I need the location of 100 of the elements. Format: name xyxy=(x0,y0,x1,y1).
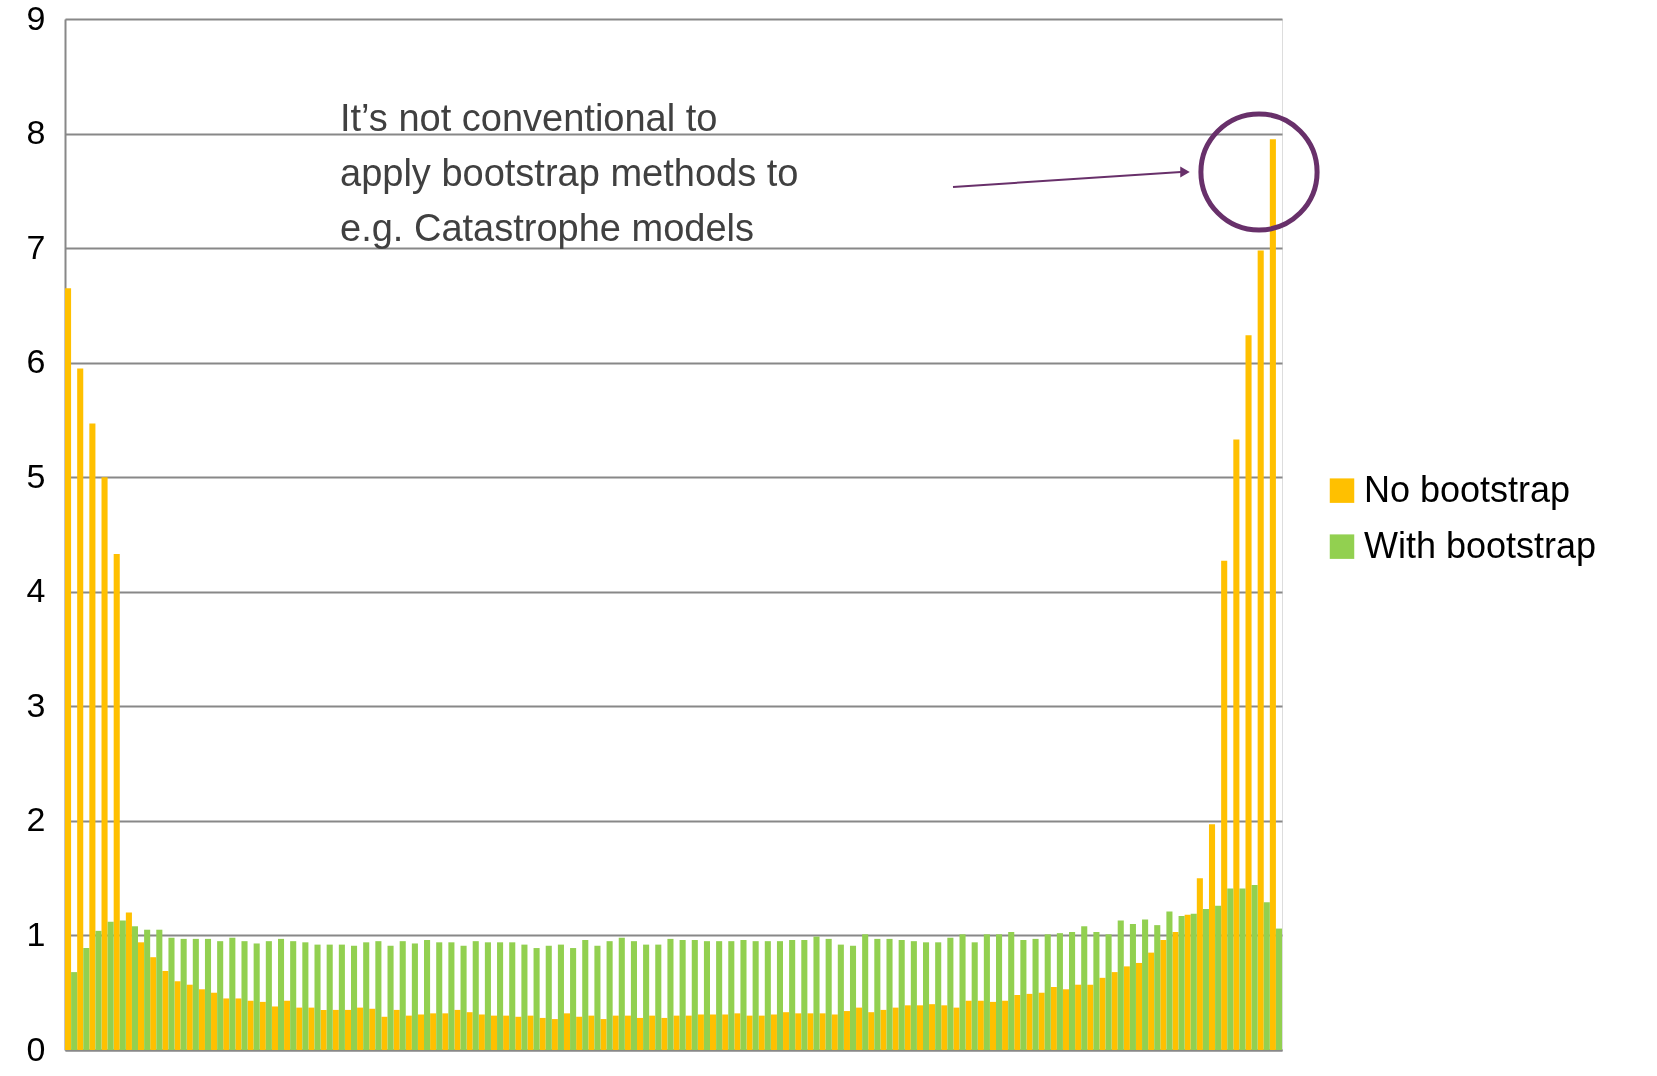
bar xyxy=(454,1009,461,1050)
bar xyxy=(527,1015,534,1050)
bar xyxy=(1221,560,1228,1050)
y-tick-label: 6 xyxy=(26,342,46,381)
bar xyxy=(752,941,759,1050)
bar xyxy=(533,948,540,1050)
bar xyxy=(101,477,108,1050)
bar xyxy=(466,1012,473,1050)
bar xyxy=(977,1000,984,1050)
bar xyxy=(1129,923,1136,1050)
bar xyxy=(77,368,84,1050)
bar xyxy=(107,921,114,1050)
bar xyxy=(843,1011,850,1050)
bar xyxy=(211,992,218,1050)
bar xyxy=(271,1006,278,1050)
bar xyxy=(570,948,577,1050)
bar xyxy=(1123,966,1130,1050)
bar xyxy=(1044,934,1051,1050)
bar xyxy=(856,1007,863,1050)
bar xyxy=(1069,932,1076,1050)
bar xyxy=(71,972,78,1050)
bar xyxy=(971,942,978,1050)
bar xyxy=(411,943,418,1050)
bar xyxy=(1062,989,1070,1050)
bar xyxy=(795,1013,802,1050)
bar xyxy=(1014,995,1021,1050)
bar xyxy=(290,941,297,1050)
bar xyxy=(265,941,272,1050)
bar xyxy=(941,1005,948,1050)
bar xyxy=(381,1016,388,1050)
bar xyxy=(326,944,333,1050)
bar xyxy=(697,1014,704,1050)
bar xyxy=(746,1015,753,1050)
bar xyxy=(351,945,358,1050)
bar xyxy=(935,942,942,1050)
bar xyxy=(776,941,784,1050)
bar xyxy=(247,1000,254,1050)
bar xyxy=(1196,878,1203,1050)
bar xyxy=(180,938,187,1050)
bar xyxy=(916,1005,923,1050)
bar xyxy=(1038,992,1045,1050)
bar xyxy=(831,1014,838,1050)
bar xyxy=(880,1009,887,1050)
bar xyxy=(113,553,120,1050)
bar xyxy=(344,1009,351,1050)
bar xyxy=(259,1001,266,1050)
bar xyxy=(399,941,406,1050)
bar xyxy=(904,1005,911,1050)
bar xyxy=(1184,914,1191,1050)
bar xyxy=(910,941,917,1050)
bar xyxy=(801,940,808,1050)
bar xyxy=(1208,824,1216,1050)
bar xyxy=(612,1015,619,1050)
bar xyxy=(862,934,869,1050)
bar xyxy=(813,936,820,1050)
bar xyxy=(716,941,723,1050)
bar xyxy=(314,944,321,1050)
bar xyxy=(460,945,467,1050)
bar xyxy=(1202,909,1209,1050)
bar xyxy=(138,942,145,1050)
bar xyxy=(606,941,613,1050)
annotation: It’s not conventional to apply bootstrap methods to e.g. Catastrophe models xyxy=(340,97,799,249)
bar xyxy=(442,1013,449,1050)
bar xyxy=(1190,913,1197,1050)
bar xyxy=(874,938,881,1050)
bar xyxy=(959,934,966,1050)
bar xyxy=(886,938,893,1050)
bar xyxy=(636,1017,644,1050)
bar xyxy=(563,1013,571,1050)
bar xyxy=(174,981,181,1050)
bar xyxy=(1135,962,1143,1050)
bar xyxy=(673,1015,680,1050)
bar xyxy=(1075,984,1082,1050)
bar xyxy=(253,943,260,1050)
bar xyxy=(1008,932,1015,1050)
bar xyxy=(119,920,126,1050)
bar xyxy=(186,984,193,1050)
bar xyxy=(582,940,589,1050)
bar xyxy=(600,1019,607,1050)
bar xyxy=(1117,920,1124,1050)
y-tick-label: 7 xyxy=(26,227,46,266)
bar xyxy=(497,942,504,1050)
bar xyxy=(521,944,528,1050)
bar xyxy=(849,945,857,1050)
bar xyxy=(1142,919,1149,1050)
bar xyxy=(1233,439,1240,1050)
bar xyxy=(472,941,479,1050)
bar xyxy=(989,1001,997,1050)
bar xyxy=(953,1007,960,1050)
bar xyxy=(363,942,370,1050)
bar xyxy=(1050,986,1057,1050)
bar xyxy=(1178,915,1185,1050)
bar xyxy=(1081,926,1088,1050)
bar xyxy=(685,1015,692,1050)
bar xyxy=(332,1009,339,1050)
y-tick-label: 3 xyxy=(26,685,46,724)
bar xyxy=(198,989,205,1050)
bar xyxy=(131,926,139,1050)
bar xyxy=(710,1014,717,1050)
bar xyxy=(1105,934,1112,1050)
